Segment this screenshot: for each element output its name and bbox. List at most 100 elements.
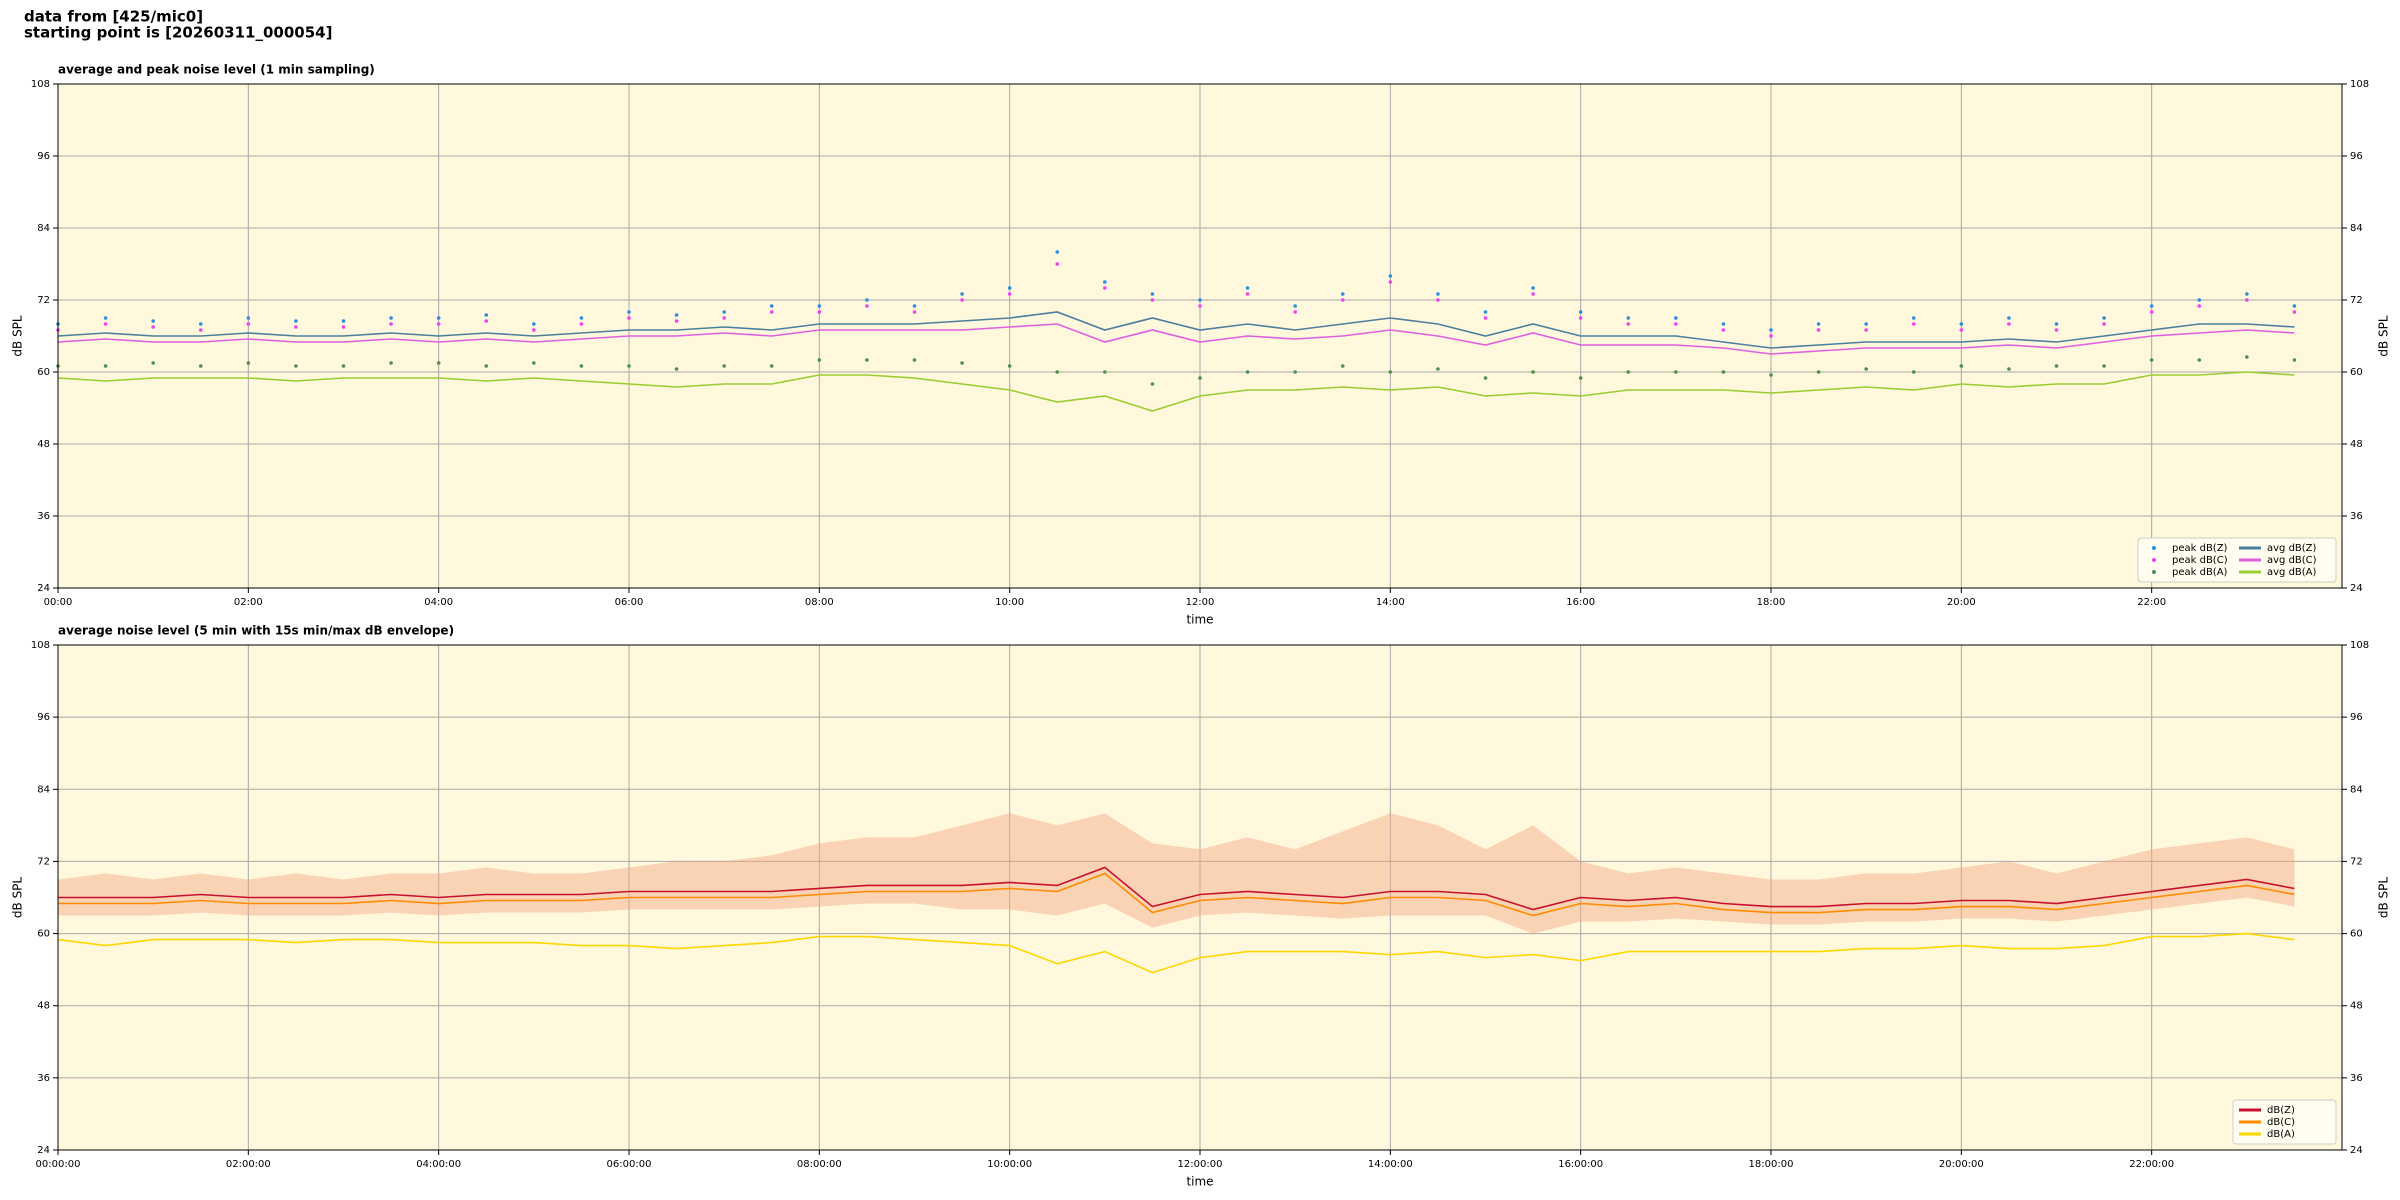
peak-point [1721, 328, 1726, 332]
peak-point [103, 322, 108, 326]
peak-point [1483, 310, 1488, 314]
x-tick-label: 08:00 [805, 597, 834, 608]
plot-frame [57, 83, 2343, 589]
peak-point [341, 364, 346, 368]
peak-point [865, 304, 869, 308]
y-tick-label: 72 [37, 856, 50, 867]
peak-point [151, 319, 155, 323]
peak-point [2292, 304, 2297, 308]
x-tick-label: 06:00:00 [607, 1159, 652, 1170]
x-tick-label: 00:00 [44, 597, 73, 608]
legend-label: avg dB(A) [2267, 567, 2317, 578]
x-tick-label: 04:00 [424, 597, 453, 608]
peak-point [1340, 292, 1345, 296]
legend-label: peak dB(A) [2172, 567, 2228, 578]
peak-point [1816, 370, 1821, 374]
peak-point [103, 364, 108, 368]
legend-label: dB(A) [2267, 1129, 2295, 1140]
series-line [57, 311, 2295, 349]
peak-point [1864, 367, 1868, 371]
peak-point [484, 364, 489, 368]
peak-point [2292, 310, 2297, 314]
legend-label: peak dB(C) [2172, 555, 2228, 566]
y-tick-label: 48 [37, 1001, 50, 1012]
y-tick-label: 72 [37, 295, 50, 306]
peak-point [1911, 370, 1916, 374]
x-tick-label: 16:00:00 [1558, 1159, 1603, 1170]
y2-tick-label: 48 [2350, 1001, 2363, 1012]
peak-point [2149, 358, 2154, 362]
peak-point [2054, 364, 2059, 368]
x-tick-label: 08:00:00 [797, 1159, 842, 1170]
x-tick-label: 14:00 [1376, 597, 1405, 608]
y2-tick-label: 60 [2350, 929, 2363, 940]
x-tick-label: 22:00:00 [2129, 1159, 2174, 1170]
peak-point [1626, 316, 1631, 320]
peak-point [1531, 370, 1535, 374]
y-tick-label: 36 [37, 511, 50, 522]
y-tick-label: 96 [37, 151, 50, 162]
peak-point [1626, 370, 1631, 374]
peak-point [2245, 292, 2249, 296]
peak-point [2245, 298, 2249, 302]
peak-point [769, 304, 774, 308]
x-tick-label: 10:00 [995, 597, 1024, 608]
peak-point [1769, 373, 1773, 377]
peak-point [1769, 334, 1773, 338]
peak-point [1578, 316, 1583, 320]
series-line [57, 323, 2295, 355]
peak-point [151, 361, 155, 365]
peak-point [103, 316, 108, 320]
y-tick-label: 84 [37, 223, 50, 234]
legend-marker [2152, 558, 2156, 562]
y-tick-label: 48 [37, 439, 50, 450]
y-tick-label: 24 [37, 583, 50, 594]
peak-point [2007, 367, 2011, 371]
peak-point [722, 316, 726, 320]
peak-point [1436, 292, 1440, 296]
x-tick-label: 06:00 [615, 597, 644, 608]
peak-point [1388, 370, 1393, 374]
peak-point [1055, 250, 1060, 254]
peak-point [436, 361, 441, 365]
y-tick-label: 60 [37, 929, 50, 940]
y2-tick-label: 24 [2350, 1145, 2363, 1156]
peak-point [389, 316, 393, 320]
peak-point [1007, 364, 1012, 368]
y2-tick-label: 24 [2350, 583, 2363, 594]
x-tick-label: 20:00 [1947, 597, 1976, 608]
peak-point [1150, 292, 1155, 296]
peak-point [341, 319, 346, 323]
x-tick-label: 00:00:00 [36, 1159, 81, 1170]
y-tick-label: 108 [31, 79, 50, 90]
peak-point [246, 361, 251, 365]
y-tick-label: 108 [31, 640, 50, 651]
legend-marker [2152, 570, 2156, 574]
peak-point [579, 316, 584, 320]
peak-point [2292, 358, 2297, 362]
peak-point [294, 325, 298, 329]
peak-point [389, 361, 393, 365]
peak-point [484, 319, 489, 323]
y-tick-label: 84 [37, 784, 50, 795]
x-tick-label: 18:00 [1757, 597, 1786, 608]
peak-point [2102, 322, 2106, 326]
peak-point [1959, 328, 1964, 332]
peak-point [1436, 298, 1440, 302]
peak-point [1911, 316, 1916, 320]
peak-point [1007, 286, 1012, 290]
header-line: starting point is [20260311_000054] [24, 24, 332, 42]
peak-point [1103, 280, 1107, 284]
peak-point [1578, 310, 1583, 314]
peak-point [1198, 376, 1202, 380]
peak-point [1150, 298, 1155, 302]
y2-tick-label: 108 [2350, 79, 2369, 90]
peak-point [722, 310, 726, 314]
peak-point [1864, 328, 1868, 332]
y-tick-label: 36 [37, 1073, 50, 1084]
x-axis-label: time [1186, 613, 1213, 627]
peak-point [1911, 322, 1916, 326]
y-tick-label: 60 [37, 367, 50, 378]
peak-point [1721, 370, 1726, 374]
